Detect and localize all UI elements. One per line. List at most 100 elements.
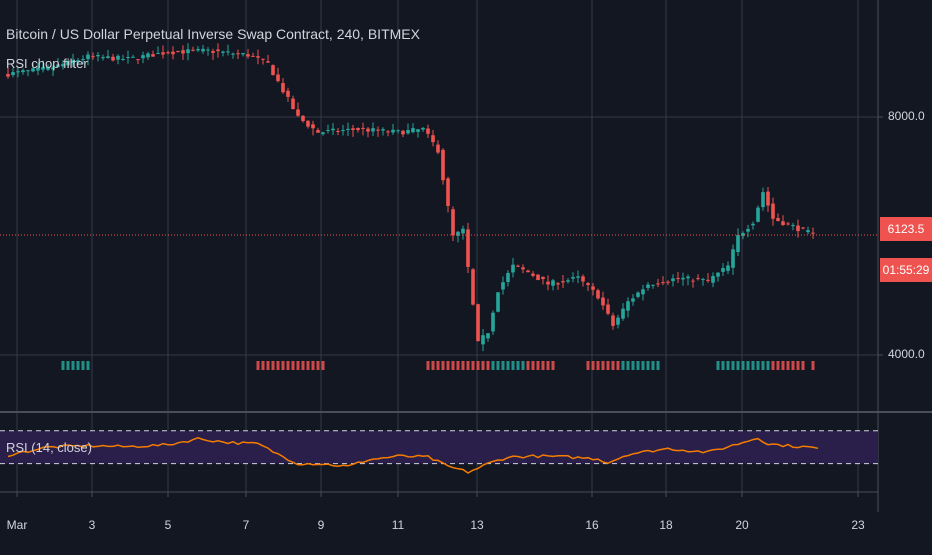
candle (651, 284, 655, 289)
candle (151, 50, 155, 57)
chop-marker (811, 361, 815, 370)
chop-marker (641, 361, 645, 370)
candle (236, 49, 240, 59)
candle (776, 213, 780, 222)
candle (281, 78, 285, 94)
chop-marker (761, 361, 765, 370)
time-axis-label: 13 (470, 518, 484, 532)
candle (336, 127, 340, 136)
price-axis-label-8000: 8000.0 (888, 109, 925, 123)
candle (41, 60, 45, 73)
candle (711, 272, 715, 288)
price-axis-label-4000: 4000.0 (888, 347, 925, 361)
candle (566, 278, 570, 284)
candle (256, 49, 260, 65)
candle (421, 127, 425, 132)
candle (581, 274, 585, 287)
chop-marker (796, 361, 800, 370)
chop-marker (776, 361, 780, 370)
candle (511, 257, 515, 278)
chop-marker (461, 361, 465, 370)
candle (286, 87, 290, 102)
candle (346, 122, 350, 136)
candle (461, 225, 465, 240)
candle (341, 124, 345, 136)
chop-marker (551, 361, 555, 370)
candle (621, 303, 625, 321)
chop-marker (431, 361, 435, 370)
chop-marker (496, 361, 500, 370)
chop-marker (261, 361, 265, 370)
candle (106, 50, 110, 59)
chop-marker (441, 361, 445, 370)
candle (496, 292, 500, 313)
chop-marker (86, 361, 90, 370)
candle (706, 273, 710, 283)
candle (401, 129, 405, 138)
candle (631, 294, 635, 306)
candle (71, 53, 75, 67)
candle (486, 333, 490, 342)
candle (576, 270, 580, 284)
candle (721, 263, 725, 276)
candle (201, 44, 205, 54)
chop-filter-markers (61, 361, 815, 370)
candle (601, 291, 605, 310)
chop-marker (71, 361, 75, 370)
candle (716, 272, 720, 282)
chop-marker (296, 361, 300, 370)
chop-marker (516, 361, 520, 370)
rsi-band (0, 430, 878, 464)
chop-marker (506, 361, 510, 370)
candle (731, 244, 735, 275)
chop-marker (316, 361, 320, 370)
chop-marker (286, 361, 290, 370)
chop-marker (546, 361, 550, 370)
chop-marker (256, 361, 260, 370)
candle (186, 43, 190, 61)
candle (226, 44, 230, 56)
candle (471, 268, 475, 306)
candle (91, 52, 95, 60)
time-axis-label: 16 (585, 518, 599, 532)
chop-marker (536, 361, 540, 370)
chop-marker (611, 361, 615, 370)
rsi-panel-label[interactable]: RSI (14, close) (6, 440, 92, 455)
candle (276, 67, 280, 83)
candle (781, 215, 785, 226)
candle (751, 221, 755, 230)
candle (36, 62, 40, 76)
candle (271, 64, 275, 76)
time-axis-label: 11 (392, 518, 405, 532)
candle (521, 264, 525, 274)
candle (586, 281, 590, 292)
candle (616, 314, 620, 329)
chop-marker (66, 361, 70, 370)
chop-marker (746, 361, 750, 370)
indicator-label[interactable]: RSI chop filter (6, 56, 88, 71)
candle (51, 65, 55, 77)
candle (611, 312, 615, 330)
chop-marker (716, 361, 720, 370)
chop-marker (656, 361, 660, 370)
candle (491, 310, 495, 335)
candle (176, 50, 180, 53)
chop-marker (301, 361, 305, 370)
candle (251, 52, 255, 57)
chop-marker (596, 361, 600, 370)
rsi-panel[interactable] (0, 430, 878, 474)
candle (131, 54, 135, 58)
chop-marker (606, 361, 610, 370)
chop-marker (486, 361, 490, 370)
candle (81, 55, 85, 65)
candle (426, 124, 430, 139)
candle (756, 205, 760, 223)
time-axis-label: 5 (165, 518, 172, 532)
candle (446, 176, 450, 213)
candle (506, 270, 510, 287)
candle (301, 115, 305, 123)
chop-marker (651, 361, 655, 370)
chop-marker (276, 361, 280, 370)
